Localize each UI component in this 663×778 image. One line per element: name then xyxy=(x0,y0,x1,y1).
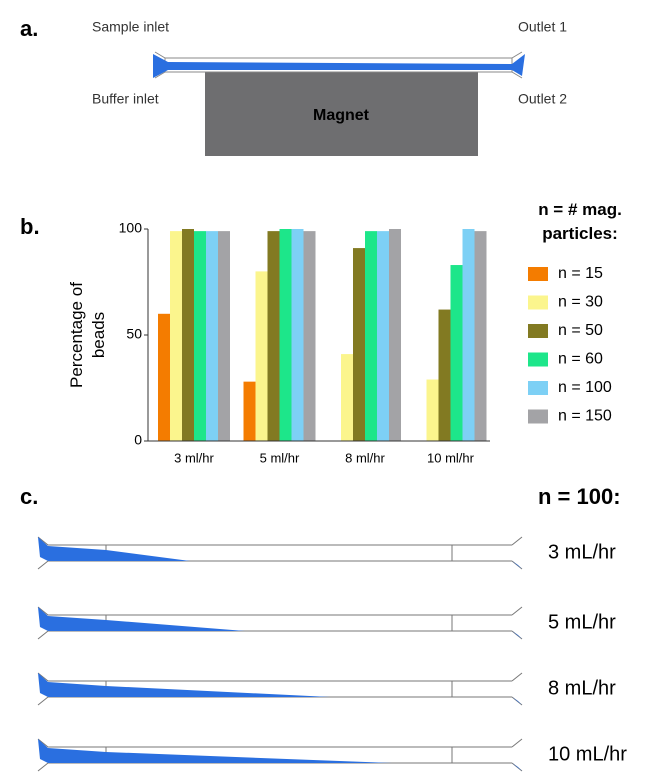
channel-wall xyxy=(37,672,49,682)
stream xyxy=(512,697,522,705)
y-axis-label: Percentage of beads xyxy=(67,282,108,388)
channel-wall xyxy=(37,630,49,640)
channel-wall xyxy=(511,536,523,546)
legend-label: n = 100 xyxy=(558,379,612,396)
x-tick-label: 5 ml/hr xyxy=(260,450,300,465)
stream xyxy=(512,561,522,569)
bar xyxy=(365,231,377,441)
y-tick-label: 100 xyxy=(119,220,143,236)
channel-wall xyxy=(511,606,523,616)
bar xyxy=(158,313,170,441)
legend-label: n = 150 xyxy=(558,408,612,425)
stream xyxy=(38,673,330,697)
stream xyxy=(38,537,190,561)
x-tick-label: 8 ml/hr xyxy=(345,450,385,465)
bar xyxy=(303,231,316,441)
channel-wall xyxy=(511,738,523,748)
legend-swatch xyxy=(528,267,548,281)
stream xyxy=(512,763,522,771)
stream xyxy=(38,607,245,631)
bar xyxy=(474,231,487,441)
stream xyxy=(38,739,392,763)
bar xyxy=(194,231,206,441)
bar xyxy=(377,231,389,441)
inlet-label: Buffer inlet xyxy=(92,91,159,107)
row-label: 8 mL/hr xyxy=(548,677,616,699)
legend-swatch xyxy=(528,381,548,395)
bar xyxy=(341,354,353,441)
legend-swatch xyxy=(528,409,548,424)
bar xyxy=(255,271,268,441)
bar xyxy=(182,229,194,441)
bar xyxy=(438,309,451,441)
stream xyxy=(512,631,522,639)
legend-swatch xyxy=(528,352,548,367)
row-label: 3 mL/hr xyxy=(548,541,616,563)
channel-wall xyxy=(37,606,49,616)
panel-label: a. xyxy=(20,16,38,41)
bar xyxy=(170,231,182,441)
panel-label: b. xyxy=(20,214,40,239)
inlet-label: Sample inlet xyxy=(92,19,169,35)
channel-wall xyxy=(37,536,49,546)
bar xyxy=(267,231,280,441)
legend-swatch xyxy=(528,295,548,310)
channel-wall xyxy=(511,672,523,682)
magnet xyxy=(205,72,478,156)
panel-title: n = 100: xyxy=(538,484,621,509)
legend-swatch xyxy=(528,324,548,338)
bar xyxy=(291,229,304,441)
bar xyxy=(426,379,439,441)
legend-label: n = 50 xyxy=(558,322,603,339)
row-label: 10 mL/hr xyxy=(548,743,627,765)
bar xyxy=(279,229,292,441)
channel-wall xyxy=(37,696,49,706)
x-tick-label: 3 ml/hr xyxy=(174,450,214,465)
bar xyxy=(243,381,256,441)
legend-title: n = # mag. particles: xyxy=(538,200,622,243)
magnet-label: Magnet xyxy=(313,107,370,124)
legend-label: n = 60 xyxy=(558,351,603,368)
bar xyxy=(206,231,218,441)
bar xyxy=(353,248,365,441)
panel-label: c. xyxy=(20,484,38,509)
channel-wall xyxy=(37,560,49,570)
stream xyxy=(153,54,525,78)
x-tick-label: 10 ml/hr xyxy=(427,450,475,465)
bar xyxy=(450,265,463,441)
y-tick-label: 50 xyxy=(126,326,142,342)
channel-wall xyxy=(37,762,49,772)
legend-label: n = 15 xyxy=(558,265,603,282)
bar xyxy=(389,229,401,441)
legend-label: n = 30 xyxy=(558,294,603,311)
row-label: 5 mL/hr xyxy=(548,611,616,633)
outlet-label: Outlet 2 xyxy=(518,91,567,107)
channel-wall xyxy=(37,738,49,748)
bar xyxy=(462,229,475,441)
bar xyxy=(218,231,230,441)
outlet-label: Outlet 1 xyxy=(518,19,567,35)
y-tick-label: 0 xyxy=(134,432,142,448)
